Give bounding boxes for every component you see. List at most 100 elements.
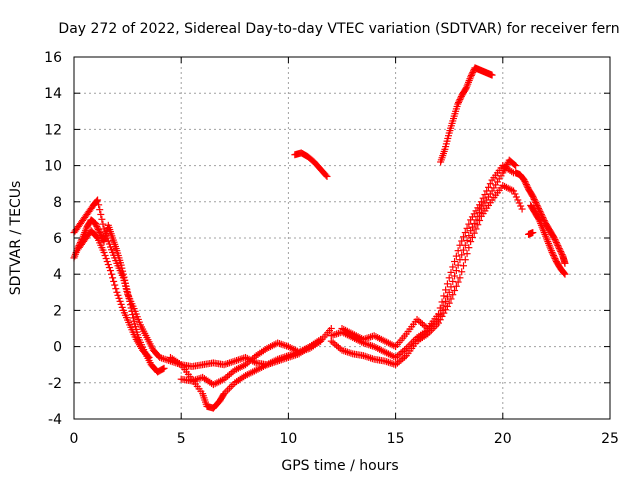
- data-point: [234, 356, 242, 364]
- data-point: [122, 282, 130, 290]
- data-point: [550, 253, 558, 261]
- data-point: [361, 352, 369, 360]
- data-point: [117, 261, 125, 269]
- data-point: [233, 356, 241, 364]
- data-point: [190, 376, 198, 384]
- data-point: [108, 270, 116, 278]
- data-point: [345, 349, 353, 357]
- data-point: [95, 201, 103, 209]
- data-point: [511, 190, 519, 198]
- data-point: [442, 286, 450, 294]
- data-point: [104, 261, 112, 269]
- data-point: [560, 269, 568, 277]
- data-point: [222, 360, 230, 368]
- data-point: [93, 233, 101, 241]
- data-point: [459, 262, 467, 270]
- data-point: [427, 326, 435, 334]
- y-tick-label: -4: [48, 412, 62, 428]
- y-tick-label: 10: [44, 159, 62, 175]
- data-point: [224, 386, 232, 394]
- data-point: [454, 100, 462, 108]
- grid-lines: [74, 57, 610, 419]
- data-point: [129, 314, 137, 322]
- data-point: [467, 227, 475, 235]
- y-tick-label: 6: [53, 231, 62, 247]
- data-point: [118, 303, 126, 311]
- data-point: [386, 359, 394, 367]
- data-point: [94, 196, 102, 204]
- data-point: [447, 295, 455, 303]
- data-point: [161, 355, 169, 363]
- series-sat-track-k: [512, 169, 569, 267]
- data-point: [512, 193, 520, 201]
- y-tick-label: 16: [44, 50, 62, 66]
- data-point: [93, 223, 101, 231]
- data-point: [470, 220, 478, 228]
- data-point: [343, 348, 351, 356]
- data-point: [522, 181, 530, 189]
- data-point: [479, 194, 487, 202]
- data-point: [551, 255, 559, 263]
- data-point: [459, 233, 467, 241]
- data-point: [227, 358, 235, 366]
- data-point: [365, 353, 373, 361]
- data-point: [197, 374, 205, 382]
- data-point: [451, 258, 459, 266]
- series-sat-track-h: [338, 162, 518, 351]
- data-point: [458, 251, 466, 259]
- y-tick-label: -2: [48, 376, 62, 392]
- data-point: [277, 340, 285, 348]
- data-point: [127, 304, 135, 312]
- data-point: [529, 229, 537, 237]
- data-point: [556, 246, 564, 254]
- y-tick-label: 8: [53, 195, 62, 211]
- data-point: [119, 270, 127, 278]
- y-tick-label: 2: [53, 303, 62, 319]
- data-point: [433, 321, 441, 329]
- data-point: [465, 244, 473, 252]
- data-point: [455, 97, 463, 105]
- data-point: [100, 248, 108, 256]
- data-point: [477, 198, 485, 206]
- data-point: [445, 299, 453, 307]
- data-point: [463, 224, 471, 232]
- data-point: [456, 96, 464, 104]
- data-point: [347, 349, 355, 357]
- chart-title: Day 272 of 2022, Sidereal Day-to-day VTE…: [58, 21, 619, 37]
- data-point: [515, 199, 523, 207]
- series-sat-track-d: [166, 335, 325, 412]
- data-point: [105, 264, 113, 272]
- data-point: [459, 246, 467, 254]
- data-point: [279, 341, 287, 349]
- data-point: [552, 237, 560, 245]
- data-point: [116, 297, 124, 305]
- data-point: [530, 194, 538, 202]
- data-point: [467, 73, 475, 81]
- data-point: [436, 316, 444, 324]
- data-point: [535, 215, 543, 223]
- data-point: [322, 171, 330, 179]
- data-point: [456, 274, 464, 282]
- data-point: [483, 187, 491, 195]
- data-point: [160, 364, 168, 372]
- data-point: [106, 267, 114, 275]
- data-point: [229, 358, 237, 366]
- data-point: [511, 161, 519, 169]
- series-sat-track-m: [525, 229, 537, 238]
- data-point: [514, 196, 522, 204]
- data-point: [476, 209, 484, 217]
- x-tick-label: 10: [279, 431, 297, 447]
- data-point: [452, 282, 460, 290]
- data-point: [534, 203, 542, 211]
- data-point: [465, 232, 473, 240]
- data-point: [367, 354, 375, 362]
- data-point: [365, 334, 373, 342]
- data-point: [561, 270, 569, 278]
- data-point: [225, 359, 233, 367]
- data-point: [124, 291, 132, 299]
- data-point: [467, 71, 475, 79]
- data-point: [486, 180, 494, 188]
- data-point: [159, 365, 167, 373]
- data-point: [126, 301, 134, 309]
